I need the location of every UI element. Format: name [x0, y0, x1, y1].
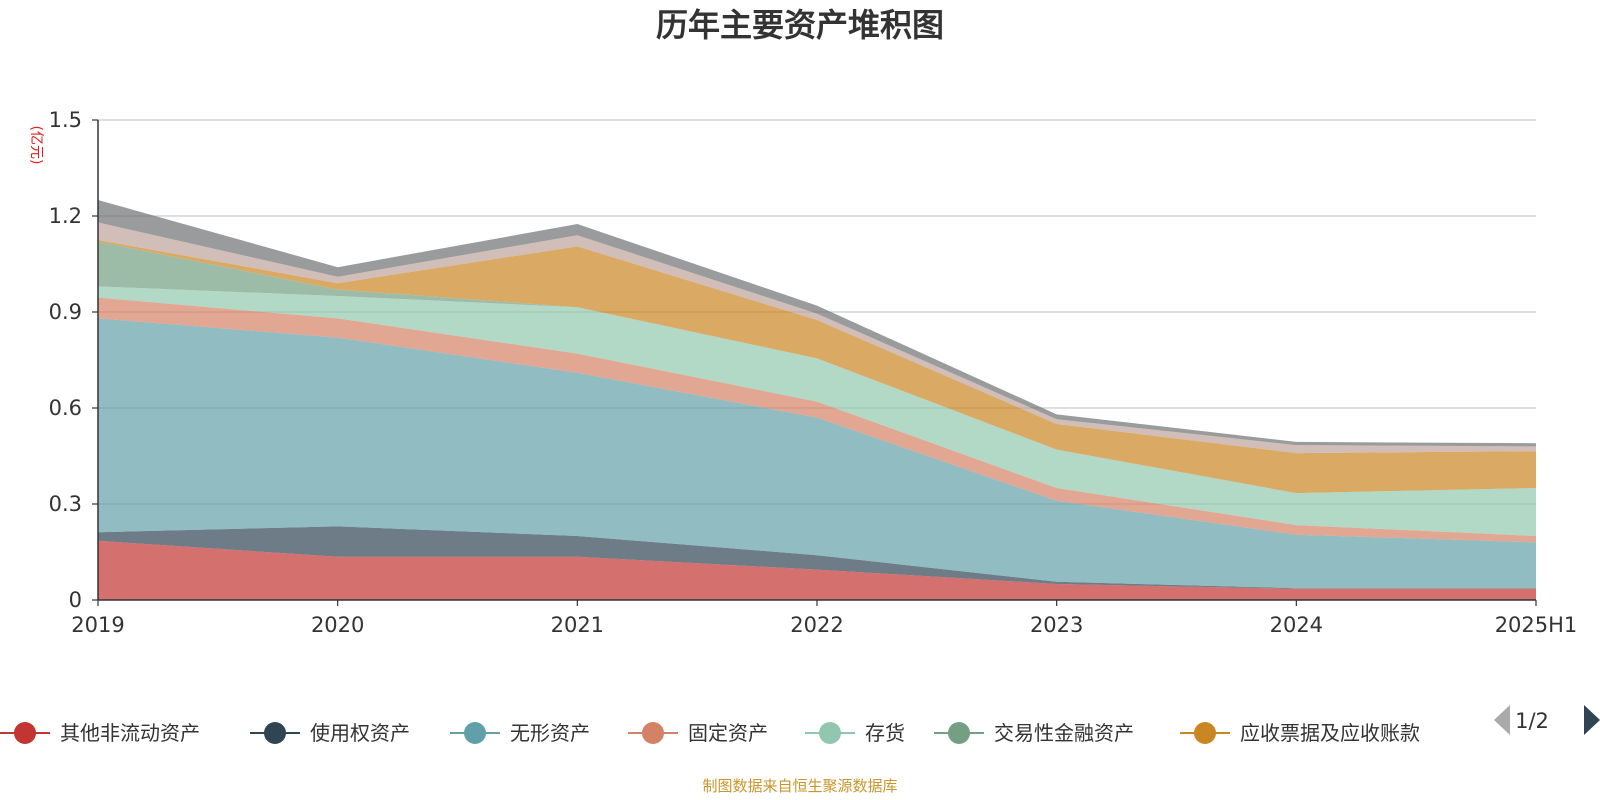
y-axis-unit: (亿元): [28, 126, 44, 165]
legend-item[interactable]: 应收票据及应收账款: [1180, 721, 1420, 745]
x-tick-label: 2020: [311, 613, 364, 637]
x-tick-label: 2024: [1270, 613, 1323, 637]
area-固定资产: [98, 297, 1536, 543]
x-tick-label: 2023: [1030, 613, 1083, 637]
stacked-areas: [98, 200, 1536, 600]
legend-label: 无形资产: [510, 721, 590, 745]
legend-marker-icon: [642, 722, 664, 744]
legend-prev-icon[interactable]: [1494, 705, 1510, 735]
legend-marker-icon: [264, 722, 286, 744]
y-tick-label: 1.2: [49, 204, 82, 228]
legend-item[interactable]: 无形资产: [450, 721, 590, 745]
legend-label: 应收票据及应收账款: [1240, 721, 1420, 745]
legend-item[interactable]: 存货: [805, 721, 905, 745]
y-tick-label: 0: [69, 588, 82, 612]
area-使用权资产: [98, 526, 1536, 589]
legend-item[interactable]: 交易性金融资产: [934, 721, 1134, 745]
legend-pager: 1/2: [1494, 705, 1600, 735]
legend-marker-icon: [14, 722, 36, 744]
chart-title: 历年主要资产堆积图: [656, 6, 944, 44]
legend: 其他非流动资产 使用权资产 无形资产 固定资产 存货 交易性金融资产 应收票据及应收账款: [0, 721, 1420, 745]
y-tick-label: 0.6: [49, 396, 82, 420]
legend-item[interactable]: 其他非流动资产: [0, 721, 200, 745]
legend-label: 使用权资产: [310, 721, 410, 745]
legend-label: 固定资产: [688, 721, 768, 745]
legend-marker-icon: [1194, 722, 1216, 744]
legend-marker-icon: [948, 722, 970, 744]
legend-item[interactable]: 使用权资产: [250, 721, 410, 745]
area-应收票据及应收账款: [98, 240, 1536, 494]
legend-marker-icon: [819, 722, 841, 744]
x-tick-label: 2022: [790, 613, 843, 637]
axes: 0 0.3 0.6 0.9 1.2 1.5 2019 2020 2021 2022 2023 2024…: [49, 108, 1578, 637]
area-其他非流动资产: [98, 540, 1536, 600]
legend-label: 其他非流动资产: [60, 721, 200, 745]
legend-label: 存货: [865, 721, 905, 745]
y-tick-label: 1.5: [49, 108, 82, 132]
area-存货: [98, 286, 1536, 536]
legend-item[interactable]: 固定资产: [628, 721, 768, 745]
x-tick-label: 2025H1: [1495, 613, 1578, 637]
y-tick-label: 0.3: [49, 492, 82, 516]
legend-marker-icon: [464, 722, 486, 744]
x-tick-label: 2019: [71, 613, 124, 637]
legend-label: 交易性金融资产: [994, 721, 1134, 745]
data-source-note: 制图数据来自恒生聚源数据库: [702, 777, 897, 795]
legend-next-icon[interactable]: [1584, 705, 1600, 735]
area-无形资产: [98, 318, 1536, 589]
x-tick-label: 2021: [551, 613, 604, 637]
legend-page-indicator: 1/2: [1515, 709, 1549, 733]
y-tick-label: 0.9: [49, 300, 82, 324]
